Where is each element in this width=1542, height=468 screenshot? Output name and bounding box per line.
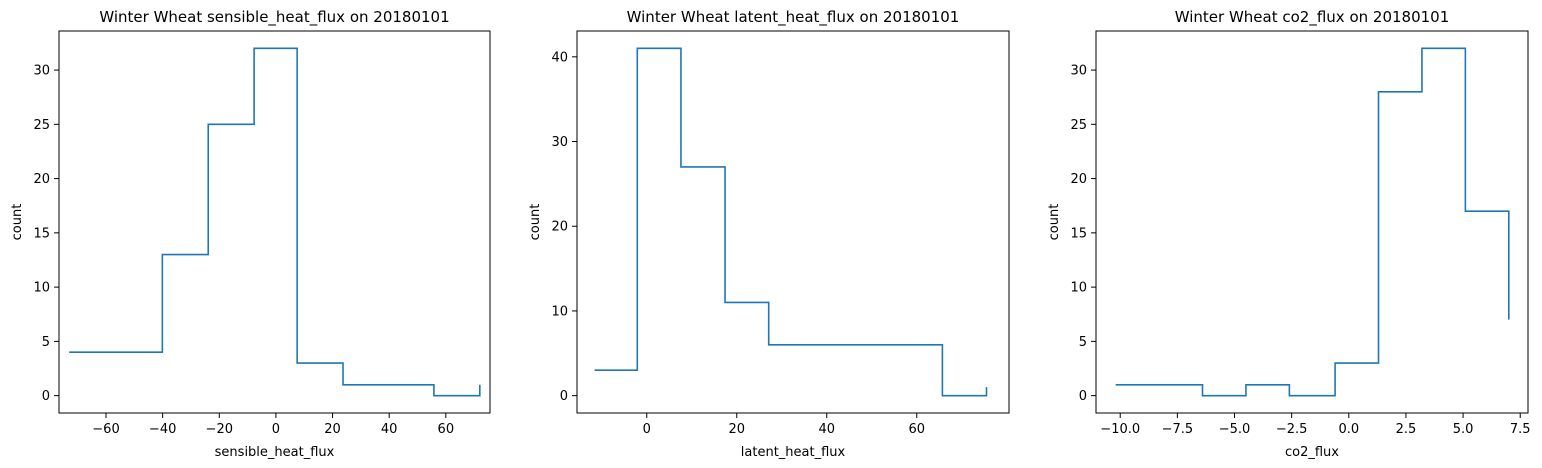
x-tick-label: −5.0 <box>1219 422 1251 437</box>
x-tick-label: −2.5 <box>1276 422 1308 437</box>
y-tick-label: 25 <box>33 118 50 133</box>
x-tick-label: 20 <box>728 422 745 437</box>
y-tick-label: 30 <box>33 64 50 79</box>
x-tick-label: −60 <box>92 422 119 437</box>
x-tick-label: −20 <box>206 422 233 437</box>
x-tick-label: 60 <box>438 422 455 437</box>
y-tick-label: 0 <box>1079 389 1087 404</box>
x-tick-label: −7.5 <box>1162 422 1194 437</box>
y-tick-label: 30 <box>1070 64 1087 79</box>
x-tick-label: 0 <box>272 422 280 437</box>
chart-panel-1: −60 −40 −20 0 20 40 60 0 5 10 15 20 25 30 Winter Wheat… <box>10 8 491 460</box>
y-tick-label: 25 <box>1070 118 1087 133</box>
x-tick-label: −40 <box>149 422 176 437</box>
x-tick-label: 60 <box>908 422 925 437</box>
x-axis-label: latent_heat_flux <box>741 445 846 460</box>
y-tick-label: 10 <box>551 304 568 319</box>
x-tick-label: 7.5 <box>1510 422 1531 437</box>
chart-panel-3: −10.0 −7.5 −5.0 −2.5 0.0 2.5 5.0 7.5 0 5 10 15 20 25 3… <box>1047 8 1531 460</box>
x-tick-label: 0.0 <box>1338 422 1359 437</box>
chart-title: Winter Wheat co2_flux on 20180101 <box>1175 8 1450 27</box>
histogram-step-line <box>594 47 988 397</box>
y-tick-label: 20 <box>1070 172 1087 187</box>
axes-frame <box>1095 30 1529 414</box>
axes-frame <box>576 30 1010 414</box>
x-axis-label: sensible_heat_flux <box>215 445 335 460</box>
x-tick-label: 20 <box>324 422 341 437</box>
y-tick-label: 10 <box>33 281 50 296</box>
histogram-step-line <box>69 47 481 397</box>
chart-title: Winter Wheat latent_heat_flux on 2018010… <box>627 8 960 27</box>
x-tick-label: 40 <box>818 422 835 437</box>
y-tick-label: 5 <box>42 335 50 350</box>
y-tick-label: 15 <box>33 226 50 241</box>
y-tick-label: 20 <box>33 172 50 187</box>
y-tick-label: 0 <box>42 389 50 404</box>
x-tick-label: 5.0 <box>1453 422 1474 437</box>
x-tick-label: 2.5 <box>1396 422 1417 437</box>
x-axis-label: co2_flux <box>1285 445 1339 460</box>
y-tick-label: 40 <box>551 50 568 65</box>
y-tick-label: 15 <box>1070 226 1087 241</box>
y-axis-label: count <box>1047 204 1062 241</box>
y-axis-label: count <box>10 204 25 241</box>
x-tick-label: 40 <box>381 422 398 437</box>
axes-frame <box>58 30 491 414</box>
histogram-step-line <box>1115 47 1510 397</box>
x-tick-label: 0 <box>643 422 651 437</box>
y-tick-label: 0 <box>560 389 568 404</box>
y-tick-label: 10 <box>1070 281 1087 296</box>
y-axis-label: count <box>528 204 543 241</box>
y-tick-label: 30 <box>551 135 568 150</box>
y-tick-label: 5 <box>1079 335 1087 350</box>
y-tick-label: 20 <box>551 220 568 235</box>
x-tick-label: −10.0 <box>1100 422 1140 437</box>
chart-title: Winter Wheat sensible_heat_flux on 20180… <box>99 8 449 27</box>
chart-panel-2: 0 20 40 60 0 10 20 30 40 Winter Wheat latent_heat… <box>528 8 1010 460</box>
